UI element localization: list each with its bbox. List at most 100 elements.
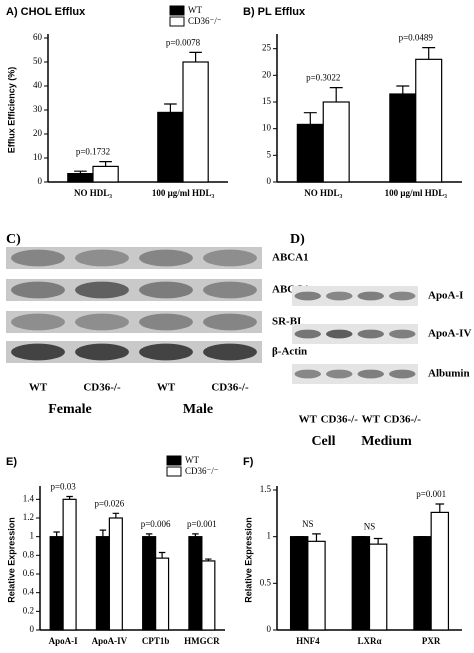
bar (142, 536, 157, 631)
bar (351, 536, 371, 631)
y-tick-label: 25 (262, 43, 272, 53)
error-bar (164, 103, 177, 113)
blot-band (75, 343, 129, 361)
y-tick-label: 10 (262, 123, 272, 133)
error-bar (192, 533, 199, 537)
blot-row-label: Albumin (428, 368, 470, 380)
blot-band (294, 369, 321, 379)
chart-title: B) PL Efflux (243, 6, 306, 18)
bar (322, 101, 350, 183)
bar (62, 498, 77, 631)
error-bar (158, 551, 166, 559)
blot-band (139, 281, 193, 299)
blot-band (11, 313, 65, 331)
lane-label: WT (299, 414, 318, 426)
lane-label: WT (157, 382, 176, 394)
lane-label: CD36-/- (211, 382, 249, 394)
blot-band (139, 343, 193, 361)
error-bar (99, 161, 112, 167)
legend-label: CD36⁻/⁻ (188, 16, 222, 26)
blot-band (75, 249, 129, 267)
blot-band (203, 313, 257, 331)
error-bar (66, 495, 73, 500)
blot-band (139, 249, 193, 267)
group-label: Cell (311, 434, 335, 449)
y-tick-label: 0 (38, 176, 43, 186)
y-tick-label: 0 (30, 624, 35, 634)
y-tick-label: 0.2 (23, 605, 34, 615)
blot-band (389, 291, 416, 301)
bar (155, 557, 170, 631)
y-tick-label: 50 (33, 56, 43, 66)
p-value: p=0.0078 (166, 37, 201, 47)
y-tick-label: 0.8 (23, 549, 35, 559)
group-label: Female (48, 402, 92, 417)
y-tick-label: 0 (267, 176, 272, 186)
legend-label: WT (188, 5, 202, 15)
x-tick-label: NO HDL₃ (74, 188, 112, 198)
p-value: NS (302, 519, 314, 529)
bar (296, 123, 324, 183)
blot-band (203, 343, 257, 361)
bar (157, 111, 184, 183)
blot-band (203, 249, 257, 267)
blot-background (6, 247, 262, 269)
p-value: p=0.001 (187, 519, 217, 529)
p-value: p=0.001 (416, 489, 446, 499)
error-bar (312, 533, 321, 542)
x-tick-label: PXR (422, 636, 441, 646)
blot-row-label: ApoA-I (428, 290, 463, 302)
legend-label: WT (185, 455, 199, 465)
bar (49, 536, 64, 631)
blot-band (11, 249, 65, 267)
blot-background (6, 279, 262, 301)
blot-row-label: ApoA-IV (428, 328, 471, 340)
bar (307, 540, 326, 631)
blot-band (326, 369, 353, 379)
error-bar (396, 85, 410, 94)
legend-swatch (169, 5, 185, 16)
blot-band (11, 281, 65, 299)
p-value: p=0.1732 (76, 147, 110, 157)
y-tick-label: 1 (267, 531, 272, 541)
bar (413, 536, 432, 631)
x-tick-label: ApoA-IV (92, 636, 128, 646)
p-value: p=0.03 (50, 482, 76, 492)
legend-swatch (166, 455, 182, 466)
x-tick-label: LXRα (357, 636, 381, 646)
x-tick-label: CPT1b (142, 636, 170, 646)
blot-band (326, 329, 353, 339)
chart-title: E) (6, 456, 17, 468)
legend-swatch (169, 16, 185, 27)
blot-row-label: β-Actin (272, 346, 307, 358)
bar (289, 536, 309, 631)
p-value: p=0.026 (94, 498, 124, 508)
bar (92, 165, 119, 183)
error-bar (189, 51, 202, 62)
bar (188, 536, 203, 631)
panel-label: C) (6, 232, 21, 247)
bar (108, 517, 123, 631)
y-tick-label: 10 (33, 152, 43, 162)
y-tick-label: 40 (33, 80, 43, 90)
panel-label: D) (290, 232, 305, 247)
x-tick-label: HMGCR (184, 636, 220, 646)
lane-label: CD36-/- (83, 382, 121, 394)
y-tick-label: 0.4 (23, 587, 35, 597)
error-bar (145, 533, 153, 537)
blot-band (294, 329, 321, 339)
y-axis-label: Relative Expression (243, 517, 253, 603)
blot-band (389, 329, 416, 339)
y-tick-label: 30 (33, 104, 43, 114)
p-value: p=0.3022 (306, 73, 340, 83)
bar (430, 511, 450, 631)
group-label: Medium (361, 434, 412, 449)
blot-band (389, 369, 416, 379)
bar (389, 93, 417, 183)
y-tick-label: 15 (262, 96, 272, 106)
blot-background (292, 364, 418, 384)
y-tick-label: 1 (30, 531, 35, 541)
bar (67, 173, 94, 183)
x-tick-label: ApoA-I (49, 636, 79, 646)
blot-band (357, 369, 384, 379)
